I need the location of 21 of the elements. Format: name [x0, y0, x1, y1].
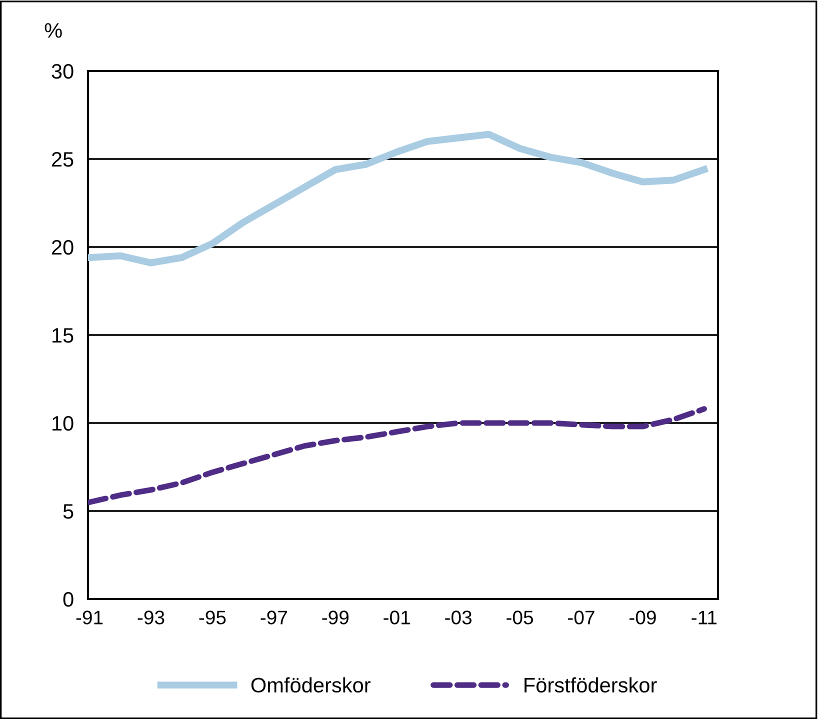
x-tick-label: -09: [630, 610, 656, 624]
x-tick-label: -05: [506, 610, 534, 624]
x-tick-label: -93: [138, 610, 164, 624]
y-tick-label: 10: [52, 416, 74, 431]
y-axis-title: %: [44, 23, 62, 38]
x-tick-label: -95: [199, 610, 226, 624]
x-tick-label: -03: [445, 610, 472, 624]
x-tick-label: -01: [384, 610, 410, 624]
y-tick-label: 30: [52, 64, 74, 79]
y-tick-label: 5: [63, 504, 74, 519]
x-tick-label: -99: [322, 610, 349, 624]
x-tick-label: -11: [692, 610, 717, 624]
legend-label: Förstföderskor: [524, 677, 657, 693]
y-tick-label: 25: [52, 152, 74, 167]
x-tick-label: -91: [76, 610, 103, 624]
x-tick-label: -97: [260, 610, 288, 624]
x-tick-label: -07: [568, 610, 594, 624]
legend-label: Omföderskor: [251, 677, 370, 693]
y-tick-label: 0: [63, 592, 74, 607]
y-tick-label: 20: [52, 240, 74, 255]
y-tick-label: 15: [52, 328, 74, 343]
